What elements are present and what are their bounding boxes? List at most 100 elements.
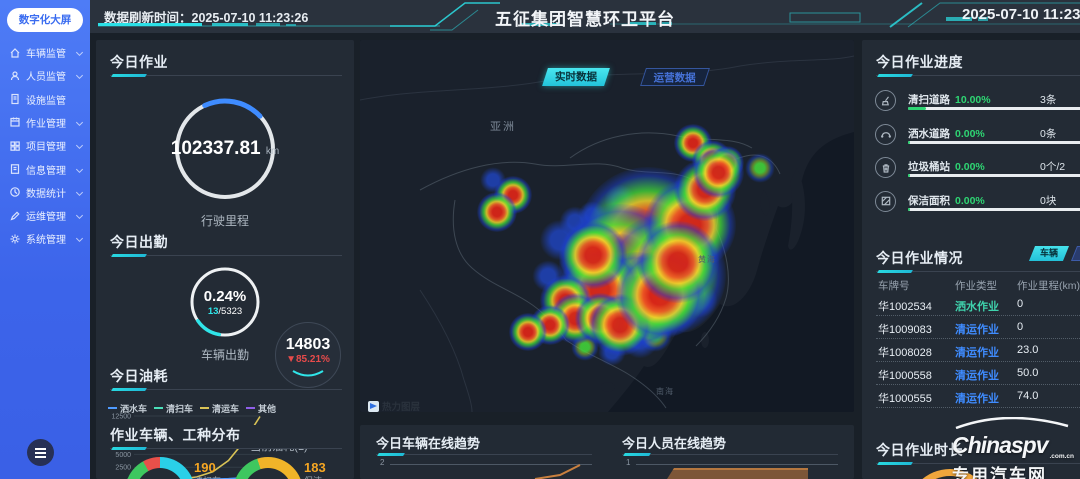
heat-blob (692, 146, 744, 198)
tab-vehicle[interactable]: 车辆 (1028, 246, 1070, 261)
legend-swatch (246, 407, 256, 409)
heat-blob (637, 221, 719, 303)
mileage-ring (174, 98, 276, 200)
collapse-menu-button[interactable] (27, 439, 54, 466)
sidebar-item-system[interactable]: 系统管理 (0, 227, 90, 250)
operation-data-button[interactable]: 运营数据 (640, 68, 710, 86)
progress-row-trash: 垃圾桶站 0.00% 0个/2 (875, 157, 1080, 187)
header-clock: 2025-07-10 11:23:26 (962, 6, 1080, 23)
trash-icon (875, 157, 896, 178)
section-today-attendance: 今日出勤 (110, 232, 342, 257)
vehicle-trend-axis (390, 464, 592, 465)
top-header: 数据刷新时间：2025-07-10 11:23:26 五征集团智慧环卫平台 20… (90, 0, 1080, 33)
cell-type: 清运作业 (955, 347, 999, 359)
sidebar-item-stats[interactable]: 数据统计 (0, 181, 90, 204)
progress-value: 0个/2 (1040, 161, 1066, 173)
fuel-arc (292, 370, 324, 377)
progress-row-broom: 清扫道路 10.00% 3条 (875, 90, 1080, 120)
fuel-delta: ▼85.21% (286, 354, 330, 365)
cell-type: 清运作业 (955, 324, 999, 336)
sidebar-item-label: 信息管理 (26, 165, 66, 177)
donut-value: 183 (304, 460, 326, 475)
sidebar-item-work[interactable]: 作业管理 (0, 111, 90, 134)
col-type: 作业类型 (955, 280, 997, 292)
cell-plate: 华1002534 (878, 301, 932, 313)
donut-value: 190 (194, 460, 216, 475)
row-separator (876, 384, 1080, 385)
chevron-down-icon (75, 118, 84, 126)
progress-label: 洒水道路 0.00% (908, 127, 985, 140)
cell-plate: 华1000555 (878, 393, 932, 405)
sidebar-item-project[interactable]: 项目管理 (0, 134, 90, 157)
left-stats-panel: 今日作业 102337.81 km 行驶里程 今日出勤 0.24% 13/532… (96, 40, 354, 479)
attendance-ring (190, 267, 260, 337)
row-separator (876, 315, 1080, 316)
vehicle-distribution-donut (125, 457, 195, 479)
refresh-time: 数据刷新时间：2025-07-10 11:23:26 (104, 11, 309, 25)
svg-text:5000: 5000 (115, 452, 131, 459)
svg-text:12500: 12500 (112, 414, 132, 421)
cell-mileage: 50.0 (1017, 367, 1039, 379)
sidebar: 数字化大屏 车辆监管 人员监管 设施监管作业管理项目管理信息管理数据统计 运维管理 系统… (0, 0, 90, 479)
progress-row-sprinkler: 洒水道路 0.00% 0条 (875, 123, 1080, 154)
heat-blob (744, 152, 776, 184)
sidebar-item-facility[interactable]: 设施监管 (0, 88, 90, 111)
sidebar-item-info[interactable]: 信息管理 (0, 158, 90, 181)
row-separator (876, 407, 1080, 408)
right-stats-panel: 今日作业进度 清扫道路 10.00% 3条 洒水道路 0.00% 0条垃圾桶站 0.00% 0… (862, 40, 1080, 479)
row-separator (876, 361, 1080, 362)
legend-swatch (108, 407, 117, 409)
worker-distribution-donut (233, 457, 303, 479)
china-heatmap[interactable]: 亚洲 黄海 南海 实时数据 运营数据 热力图层 (360, 40, 854, 412)
realtime-data-button[interactable]: 实时数据 (542, 68, 610, 86)
legend-item[interactable]: 清运车 (200, 402, 239, 415)
sidebar-item-label: 作业管理 (26, 118, 66, 130)
person-icon (9, 70, 21, 82)
chevron-down-icon (75, 72, 84, 80)
legend-item[interactable]: 清扫车 (154, 402, 193, 415)
cell-mileage: 0 (1017, 321, 1024, 333)
checkbox-icon (368, 400, 379, 412)
person-trend-axis (636, 464, 838, 465)
progress-label: 垃圾桶站 0.00% (908, 161, 985, 173)
ops-icon (9, 210, 21, 222)
facility-icon (9, 93, 21, 105)
progress-bar (908, 207, 1080, 211)
sidebar-item-vehicle[interactable]: 车辆监管 (0, 41, 90, 64)
map-layer-checkbox[interactable]: 热力图层 (368, 399, 420, 412)
attendance-count: 13/5323 (207, 306, 243, 317)
chevron-down-icon (75, 142, 84, 150)
broom-icon (875, 90, 896, 111)
chevron-down-icon (75, 48, 84, 57)
area-icon (875, 190, 896, 212)
fuel-legend: 洒水车 清扫车 清运车 其他 (108, 396, 283, 415)
cell-plate: 华1008028 (878, 347, 932, 359)
col-mileage: 作业里程(km) (1017, 280, 1080, 292)
sidebar-item-digital-screen[interactable]: 数字化大屏 (7, 8, 83, 32)
cell-type: 清运作业 (955, 370, 999, 382)
chevron-down-icon (75, 212, 84, 220)
section-vehicle-trend: 今日车辆在线趋势 (376, 433, 592, 456)
legend-item[interactable]: 其他 (246, 402, 276, 415)
progress-value: 3条 (1040, 94, 1057, 106)
chevron-down-icon (75, 188, 84, 196)
mileage-value: 102337.81 km (170, 138, 280, 159)
chevron-down-icon (75, 235, 84, 243)
section-today-fuel: 今日油耗 (110, 366, 342, 391)
legend-item[interactable]: 洒水车 (108, 402, 147, 415)
section-duration: 今日作业时长 (876, 440, 1080, 465)
section-progress: 今日作业进度 (876, 52, 1080, 77)
stats-icon (9, 186, 21, 198)
sidebar-item-person[interactable]: 人员监管 (0, 64, 90, 87)
row-separator (876, 338, 1080, 339)
trend-panel: 今日车辆在线趋势 2 今日人员在线趋势 1 (360, 425, 854, 479)
map-label-south-sea: 南海 (656, 387, 674, 396)
chevron-down-icon (75, 165, 84, 173)
cell-mileage: 74.0 (1017, 390, 1039, 402)
donut-label: 保洁 (304, 474, 322, 479)
heat-blob (476, 191, 518, 233)
legend-swatch (154, 407, 164, 409)
cell-mileage: 23.0 (1017, 344, 1039, 356)
system-icon (9, 233, 21, 245)
sidebar-item-ops[interactable]: 运维管理 (0, 204, 90, 227)
